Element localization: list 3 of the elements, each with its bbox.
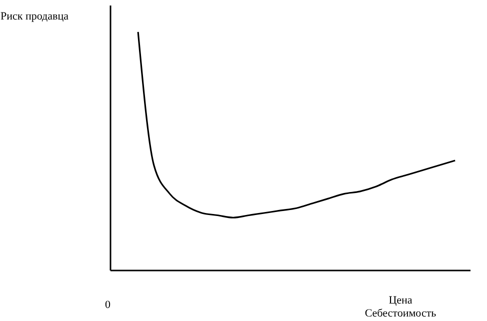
text: 0 <box>105 299 111 311</box>
y-axis-title: Риск продавца <box>0 10 69 22</box>
x-axis-title: Цена Себестоимость <box>364 294 436 320</box>
